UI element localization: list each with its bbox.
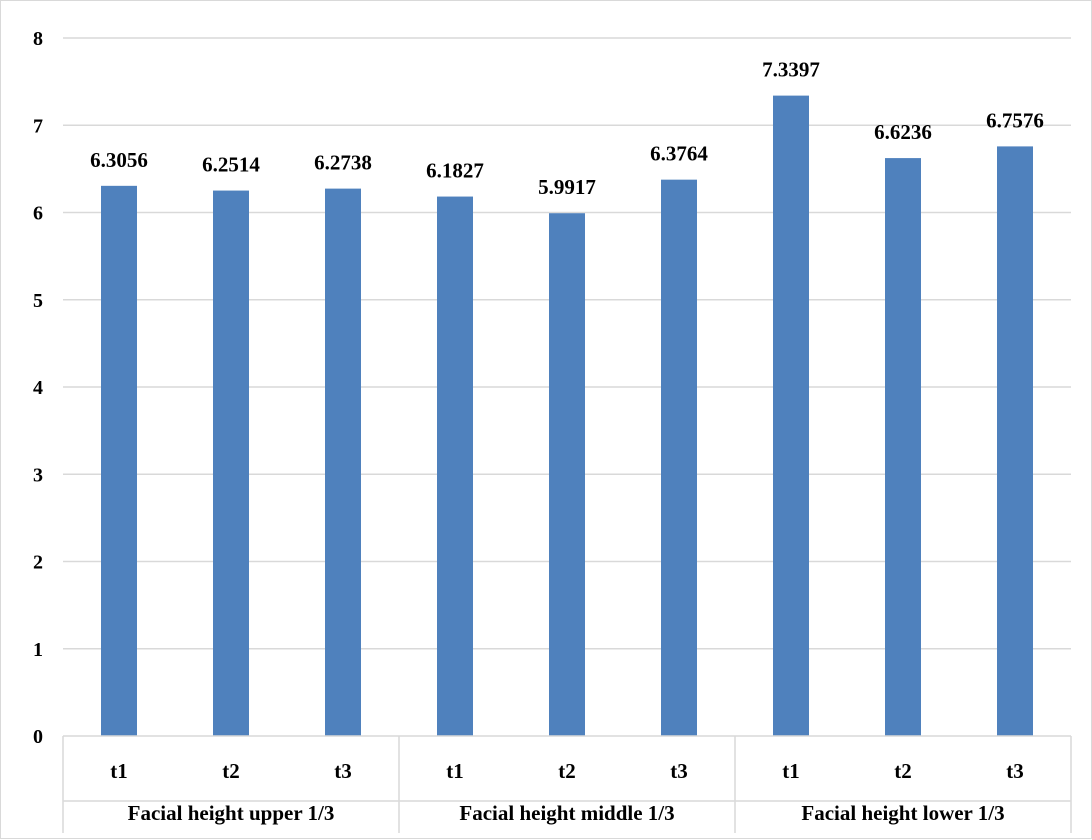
data-label: 7.3397 [762,58,820,82]
x-category-label: t1 [110,759,128,783]
x-category-label: t3 [670,759,688,783]
y-tick-label: 0 [33,726,43,748]
data-label: 6.3056 [90,148,148,172]
data-label: 6.6236 [874,120,932,144]
data-label: 6.2738 [314,151,372,175]
y-tick-label: 6 [33,203,43,225]
x-category-label: t2 [222,759,240,783]
x-group-label: Facial height lower 1/3 [801,801,1004,825]
y-tick-label: 2 [33,552,43,574]
y-tick-label: 8 [33,28,43,50]
x-category-label: t1 [446,759,464,783]
x-group-label: Facial height upper 1/3 [128,801,335,825]
bar [661,180,697,736]
bar [885,158,921,736]
bar [325,189,361,736]
x-category-label: t2 [558,759,576,783]
y-tick-label: 3 [33,464,43,486]
bar [437,197,473,736]
data-label: 6.1827 [426,159,484,183]
bar [549,213,585,736]
data-label: 5.9917 [538,175,596,199]
bar [213,191,249,736]
y-tick-label: 5 [33,290,43,312]
x-category-label: t2 [894,759,912,783]
x-category-label: t3 [334,759,352,783]
data-label: 6.7576 [986,108,1044,132]
bar [101,186,137,736]
x-category-label: t1 [782,759,800,783]
data-label: 6.3764 [650,142,708,166]
y-tick-label: 1 [33,639,43,661]
y-tick-label: 4 [33,377,43,399]
data-label: 6.2514 [202,153,260,177]
x-group-label: Facial height middle 1/3 [459,801,674,825]
y-tick-label: 7 [33,115,43,137]
x-category-label: t3 [1006,759,1024,783]
bar [997,146,1033,736]
bar [773,96,809,736]
